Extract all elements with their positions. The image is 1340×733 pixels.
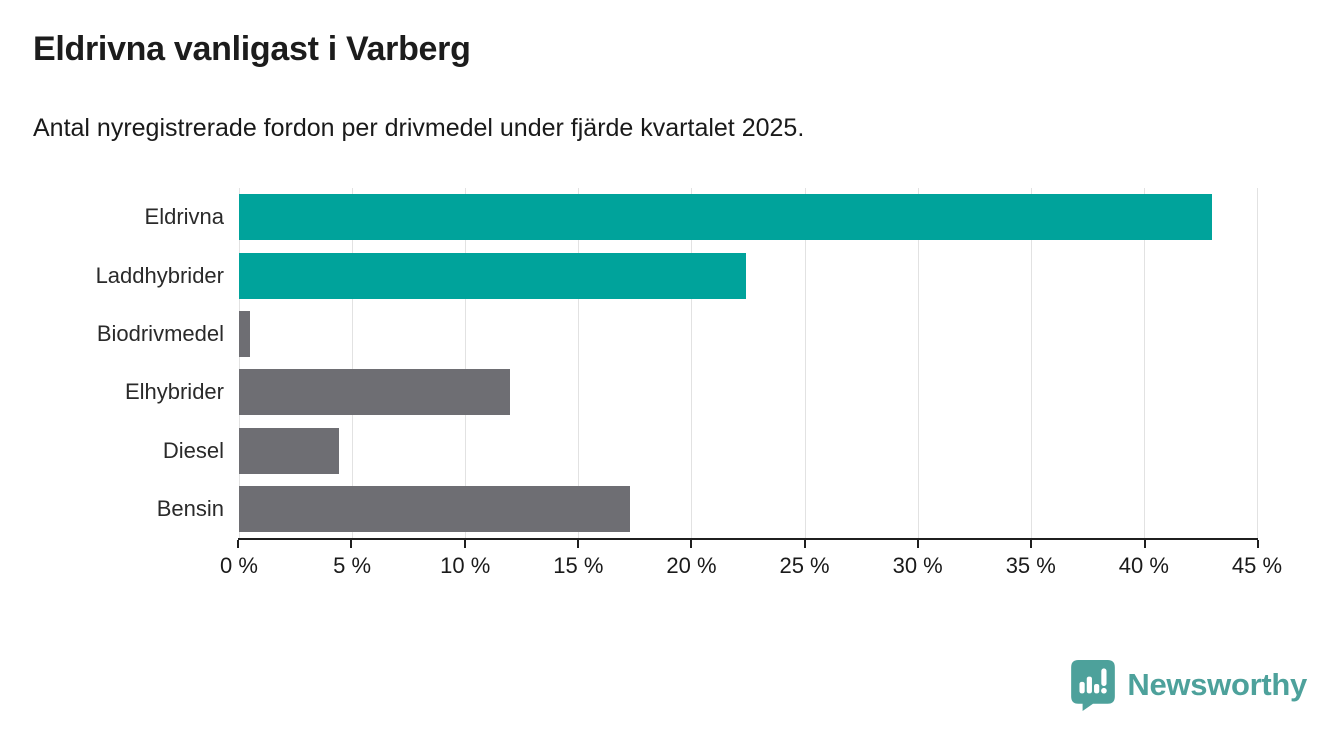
bar-biodrivmedel — [239, 310, 251, 357]
x-tick-label-40: 40 % — [1118, 553, 1169, 578]
gridline-25 — [804, 188, 806, 538]
axis-tick-25 — [803, 540, 806, 548]
x-tick-label-30: 30 % — [892, 553, 943, 578]
gridline-40 — [1143, 188, 1145, 538]
axis-tick-30 — [916, 540, 919, 548]
bar-eldrivna — [239, 194, 1212, 241]
bar-laddhybrider — [239, 252, 746, 299]
category-label-bensin: Bensin — [156, 495, 224, 521]
axis-tick-45 — [1257, 540, 1259, 548]
x-tick-label-20: 20 % — [666, 553, 717, 578]
gridline-20 — [691, 188, 693, 538]
chart-subtitle: Antal nyregistrerade fordon per drivmede… — [33, 114, 805, 142]
x-tick-label-35: 35 % — [1005, 553, 1056, 578]
axis-tick-15 — [576, 540, 579, 548]
x-tick-label-15: 15 % — [553, 553, 604, 578]
gridline-35 — [1030, 188, 1032, 538]
x-tick-label-25: 25 % — [779, 553, 830, 578]
gridline-5 — [352, 188, 354, 538]
gridline-15 — [578, 188, 580, 538]
newsworthy-brand: Newsworthy — [1070, 659, 1307, 711]
bar-diesel — [239, 427, 339, 474]
axis-tick-10 — [463, 540, 466, 548]
gridline-0 — [239, 188, 240, 538]
x-tick-label-10: 10 % — [440, 553, 491, 578]
category-label-diesel: Diesel — [162, 437, 224, 463]
x-axis-tick-labels: 0 % 5 % 10 % 15 % 20 % 25 % 30 % 35 % 40 % 45 % — [220, 553, 1282, 581]
plot-area — [239, 188, 1258, 538]
chart-title: Eldrivna vanligast i Varberg — [33, 30, 471, 68]
axis-tick-20 — [690, 540, 693, 548]
newsworthy-wordmark: Newsworthy — [1127, 667, 1307, 702]
gridline-10 — [465, 188, 467, 538]
axis-tick-40 — [1143, 540, 1146, 548]
gridline-30 — [917, 188, 919, 538]
axis-tick-5 — [350, 540, 353, 548]
x-tick-label-0: 0 % — [220, 553, 258, 578]
category-label-elhybrider: Elhybrider — [124, 379, 224, 405]
category-label-biodrivmedel: Biodrivmedel — [96, 320, 224, 346]
x-axis-line — [237, 538, 1259, 548]
category-label-eldrivna: Eldrivna — [144, 204, 224, 230]
x-tick-label-5: 5 % — [333, 553, 372, 578]
category-label-laddhybrider: Laddhybrider — [95, 262, 224, 288]
x-tick-label-45: 45 % — [1231, 553, 1283, 578]
bar-elhybrider — [239, 369, 511, 416]
axis-tick-35 — [1030, 540, 1033, 548]
axis-tick-0 — [237, 540, 239, 548]
gridline-45 — [1257, 188, 1258, 538]
y-axis-labels: Eldrivna Laddhybrider Biodrivmedel Elhybrid… — [0, 188, 224, 538]
bar-bensin — [239, 485, 631, 532]
newsworthy-logo-icon — [1070, 659, 1116, 711]
